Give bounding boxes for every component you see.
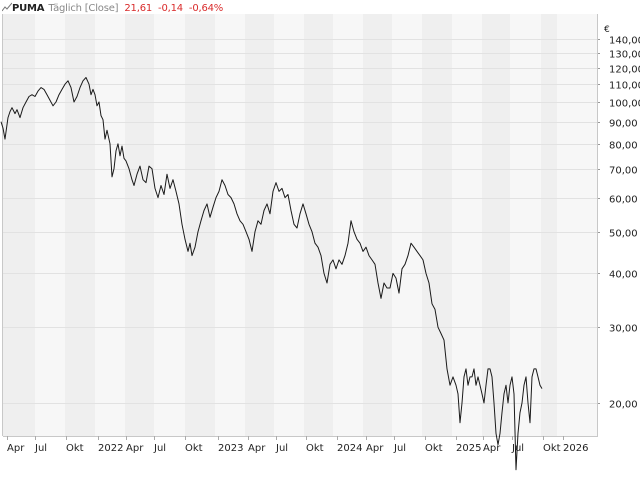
y-tick-label: 90,00 [609, 119, 638, 130]
x-tick-label: 2022 [98, 443, 123, 454]
period-label: Täglich [Close] [48, 3, 119, 14]
x-tick-label: Apr [483, 443, 501, 454]
x-tick-label: Apr [366, 443, 384, 454]
price-change: -0,14 [158, 3, 183, 14]
y-tick-label: 140,00 [609, 36, 640, 47]
y-axis-labels: 140,00 130,00 120,00 110,00 100,00 90,00 80,00… [609, 36, 640, 411]
y-tick-label: 80,00 [609, 141, 638, 152]
y-tick-label: 130,00 [609, 50, 640, 61]
quarter-band [363, 14, 392, 436]
x-tick-label: Okt [425, 443, 443, 454]
x-tick-label: Okt [306, 443, 324, 454]
x-tick-label: Jul [153, 443, 166, 454]
chart-header: PUMA Täglich [Close] 21,61 -0,14 -0,64% [1, 2, 224, 16]
x-tick-label: Okt [66, 443, 84, 454]
y-tick-label: 120,00 [609, 65, 640, 76]
last-price: 21,61 [124, 3, 153, 14]
x-tick-label: Apr [7, 443, 25, 454]
x-tick-label: Jul [34, 443, 47, 454]
y-tick-label: 40,00 [609, 270, 638, 281]
x-tick-label: Okt [543, 443, 561, 454]
x-tick-label: 2025 [456, 443, 481, 454]
quarter-band [274, 14, 304, 436]
x-tick-label: 2023 [218, 443, 243, 454]
grid-lines [3, 39, 600, 404]
y-tick-label: 20,00 [609, 400, 638, 411]
y-tick-label: 30,00 [609, 324, 638, 335]
line-chart-icon [1, 2, 13, 12]
x-tick-label: Jul [511, 443, 524, 454]
quarter-band [510, 14, 541, 436]
x-tick-label: 2026 [563, 443, 588, 454]
x-tick-label: 2024 [337, 443, 362, 454]
quarter-band [482, 14, 510, 436]
quarter-band [557, 14, 597, 436]
x-tick-label: Apr [248, 443, 266, 454]
quarter-band [35, 14, 65, 436]
x-tick-label: Jul [275, 443, 288, 454]
quarter-band [392, 14, 422, 436]
y-tick-label: 50,00 [609, 229, 638, 240]
quarter-band [304, 14, 333, 436]
quarter-band [333, 14, 363, 436]
quarter-bands [3, 14, 597, 436]
price-line [0, 77, 543, 471]
price-change-pct: -0,64% [188, 3, 224, 14]
quarter-band [541, 14, 557, 436]
axes [2, 14, 598, 437]
y-tick-label: 110,00 [609, 81, 640, 92]
y-tick-label: 60,00 [609, 195, 638, 206]
x-tick-label: Jul [393, 443, 406, 454]
price-series-line [0, 77, 543, 471]
currency-label: € [604, 25, 610, 35]
quarter-band [215, 14, 245, 436]
quarter-band [95, 14, 125, 436]
x-tick-label: Okt [185, 443, 203, 454]
quarter-band [245, 14, 274, 436]
quarter-band [125, 14, 154, 436]
symbol-label: PUMA [12, 3, 45, 14]
quarter-band [65, 14, 95, 436]
x-tick-label: Apr [126, 443, 144, 454]
quarter-band [452, 14, 482, 436]
quarter-band [3, 14, 35, 436]
y-tick-label: 100,00 [609, 99, 640, 110]
y-tick-label: 70,00 [609, 166, 638, 177]
x-axis-labels: Apr Jul Okt 2022 Apr Jul Okt 2023 Apr Jul Okt 2024 A… [7, 436, 588, 454]
quarter-band [154, 14, 185, 436]
